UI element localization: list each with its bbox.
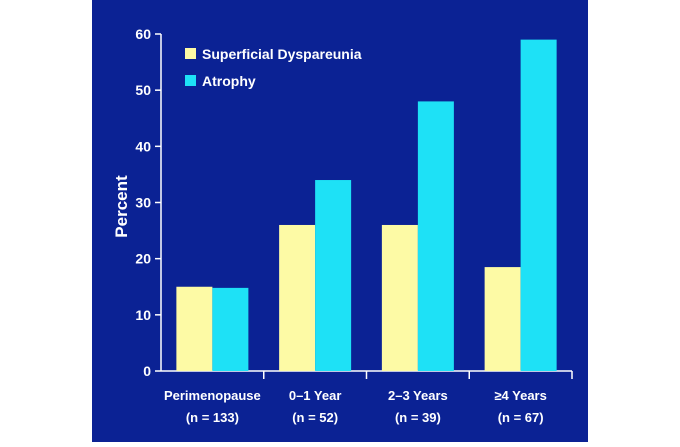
legend-swatch [185, 48, 196, 59]
bar-superficial-dyspareunia-0 [176, 286, 213, 371]
bar-superficial-dyspareunia-2 [381, 224, 418, 371]
labels: Perimenopause (n = 133) 0–1 Year (n = 52) 2–… [164, 388, 547, 425]
legend-label: Superficial Dyspareunia [202, 46, 362, 62]
y-tick-label: 10 [135, 307, 151, 323]
y-tick-label: 30 [135, 195, 151, 211]
bar-atrophy-3 [520, 39, 557, 371]
category-label: 0–1 Year [289, 388, 342, 403]
category-label: 2–3 Years [388, 388, 448, 403]
bar-atrophy-0 [212, 287, 249, 371]
category-sublabel: (n = 52) [292, 410, 338, 425]
legend: Superficial Dyspareunia Atrophy [185, 46, 362, 89]
y-tick-label: 0 [143, 363, 151, 379]
category-sublabel: (n = 39) [395, 410, 441, 425]
bar-superficial-dyspareunia-3 [484, 267, 521, 371]
legend-swatch [185, 75, 196, 86]
y-tick-label: 40 [135, 138, 151, 154]
bar-superficial-dyspareunia-1 [279, 224, 316, 371]
legend-label: Atrophy [202, 73, 256, 89]
category-sublabel: (n = 133) [186, 410, 239, 425]
category-label: ≥4 Years [494, 388, 546, 403]
category-sublabel: (n = 67) [498, 410, 544, 425]
bar-atrophy-2 [417, 101, 454, 372]
y-tick-label: 60 [135, 26, 151, 42]
bar-chart: 0 10 20 30 40 50 60 Percent Superficial Dyspare… [112, 26, 573, 425]
y-tick-label: 50 [135, 82, 151, 98]
bar-atrophy-1 [315, 180, 352, 371]
category-label: Perimenopause [164, 388, 261, 403]
y-tick-label: 20 [135, 251, 151, 267]
chart-slide: 0 10 20 30 40 50 60 Percent Superficial Dyspare… [92, 0, 588, 442]
bars [176, 39, 557, 372]
y-axis-title: Percent [112, 175, 131, 238]
